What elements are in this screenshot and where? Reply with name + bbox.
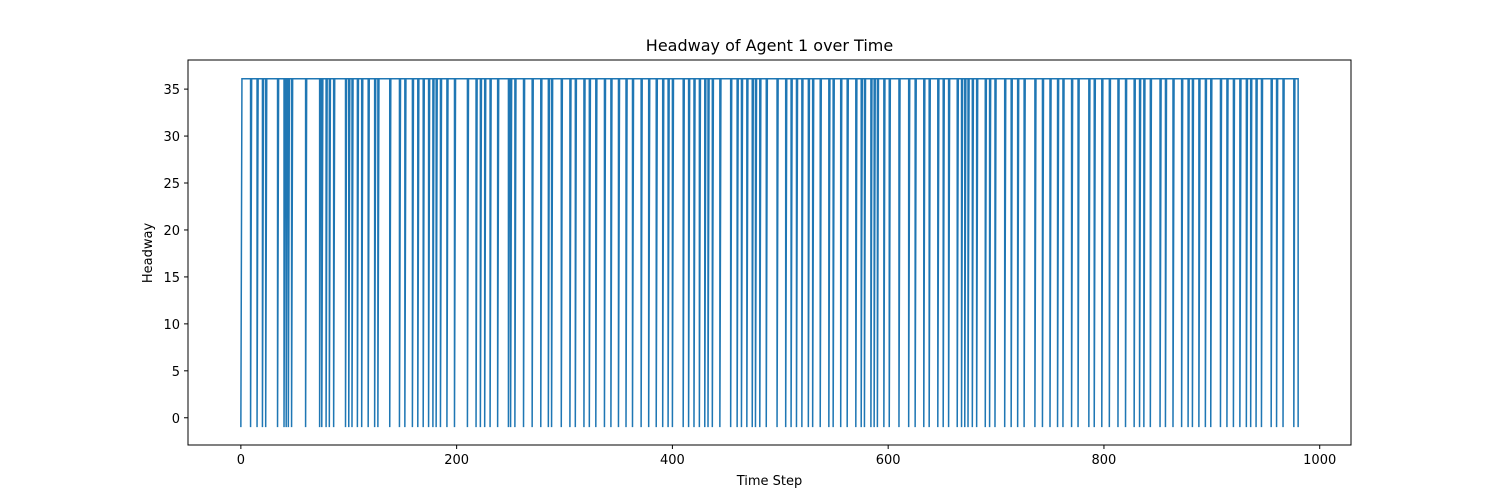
y-axis-label: Headway [141, 223, 156, 284]
chart-title: Headway of Agent 1 over Time [646, 36, 893, 55]
y-tick-label: 10 [163, 318, 180, 333]
data-layer [240, 78, 1299, 428]
plot-frame [187, 59, 1352, 446]
x-tick-label: 200 [444, 453, 469, 468]
y-tick-label: 20 [163, 224, 180, 239]
y-tick-label: 5 [172, 365, 180, 380]
x-axis-label: Time Step [736, 474, 803, 489]
y-tick-label: 25 [163, 177, 180, 192]
headway-series-line [240, 78, 1299, 428]
y-tick-label: 15 [163, 271, 180, 286]
x-axis-ticks: 0 200 400 600 800 1000 [237, 445, 1336, 468]
x-tick-label: 0 [237, 453, 245, 468]
plot-area [188, 60, 1351, 445]
x-tick-label: 1000 [1303, 453, 1336, 468]
x-tick-label: 600 [876, 453, 901, 468]
y-tick-label: 0 [172, 412, 180, 427]
y-tick-label: 30 [163, 130, 180, 145]
x-tick-label: 800 [1092, 453, 1117, 468]
y-tick-label: 35 [163, 83, 180, 98]
x-tick-label: 400 [660, 453, 685, 468]
y-axis-ticks: 0 5 10 15 20 25 30 35 [163, 83, 188, 427]
